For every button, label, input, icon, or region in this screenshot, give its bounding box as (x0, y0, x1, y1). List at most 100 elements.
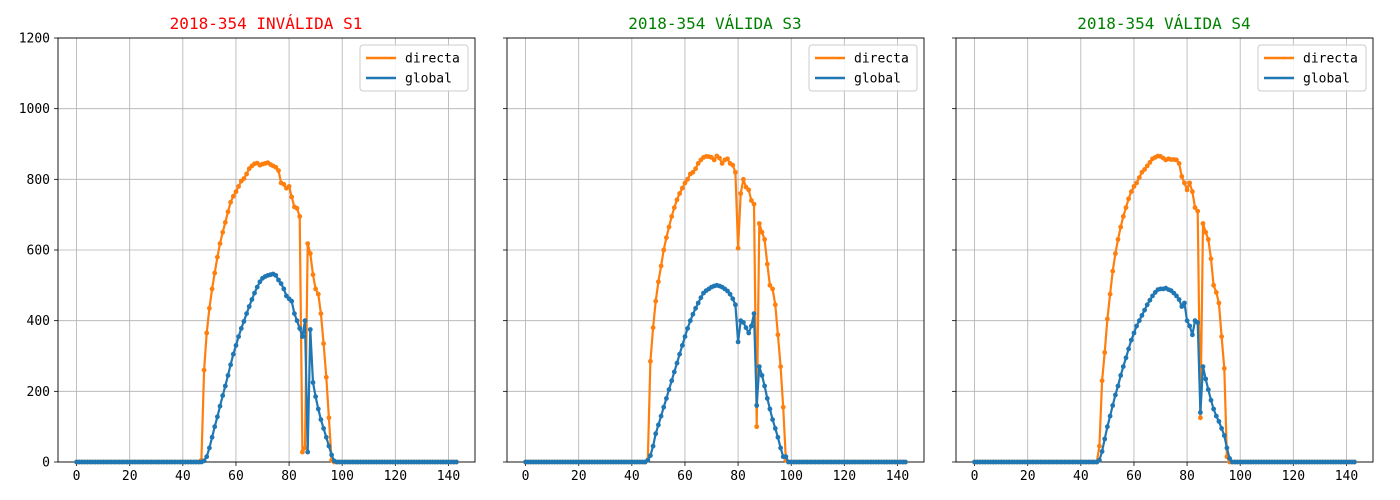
data-point-directa (1190, 189, 1195, 195)
data-point-directa (679, 185, 685, 191)
data-point-directa (756, 221, 762, 226)
data-point-global (775, 434, 781, 440)
data-point-global (687, 318, 693, 324)
data-point-global (292, 311, 297, 316)
data-point-global (297, 326, 303, 331)
x-tick-label: 120 (384, 469, 407, 484)
data-point-directa (653, 298, 659, 304)
data-point-global (1176, 297, 1182, 302)
data-point-global (1110, 403, 1116, 408)
data-point-directa (241, 176, 247, 182)
data-point-global (749, 323, 754, 329)
data-point-global (664, 396, 669, 401)
x-tick-label: 20 (1020, 469, 1036, 484)
data-point-global (225, 373, 231, 378)
data-point-directa (323, 374, 329, 380)
data-point-global (666, 387, 672, 392)
data-point-global (1131, 330, 1137, 336)
data-point-global (1203, 376, 1209, 382)
data-point-directa (764, 261, 770, 267)
subplot-s4: 2018-354 VÁLIDA S4 0 20 40 60 80 100 120 140 dir… (952, 14, 1374, 484)
x-tick-label: 0 (73, 469, 81, 484)
data-point-directa (289, 194, 295, 200)
y-tick-label: 1000 (19, 102, 50, 117)
data-point-global (648, 453, 653, 458)
data-point-directa (1126, 196, 1131, 202)
data-point-directa (1128, 189, 1134, 195)
data-point-global (770, 417, 775, 422)
x-tick-label: 100 (1228, 469, 1251, 484)
x-tick-label: 100 (330, 469, 353, 484)
data-point-global (252, 290, 257, 296)
legend-label-global: global (854, 72, 901, 87)
data-point-directa (1216, 300, 1222, 306)
data-point-directa (1113, 251, 1118, 256)
subplot-s3: 2018-354 VÁLIDA S3 0 20 40 60 80 100 120 140 dir… (503, 14, 925, 484)
data-point-global (656, 422, 661, 428)
data-point-directa (1134, 180, 1139, 186)
data-point-directa (215, 254, 220, 260)
data-point-directa (1176, 161, 1182, 166)
data-point-directa (313, 286, 318, 292)
data-point-directa (656, 279, 661, 285)
data-point-directa (1211, 282, 1216, 288)
data-point-global (204, 454, 210, 460)
data-point-directa (201, 367, 207, 373)
x-tick-label: 100 (779, 469, 802, 484)
data-point-directa (321, 341, 326, 346)
data-point-global (756, 364, 762, 369)
data-point-directa (682, 180, 688, 186)
data-point-directa (725, 156, 730, 162)
data-point-global (1224, 445, 1230, 451)
data-point-directa (307, 251, 313, 256)
data-point-global (281, 286, 287, 292)
data-point-directa (1105, 316, 1110, 322)
series-line-directa (76, 161, 457, 464)
data-point-global (241, 319, 247, 324)
data-point-global (1213, 413, 1219, 419)
legend-box (359, 44, 469, 92)
x-tick-label: 20 (122, 469, 138, 484)
data-point-global (212, 424, 218, 430)
data-point-global (1198, 410, 1203, 415)
data-point-global (1208, 397, 1214, 403)
legend-label-global: global (1303, 72, 1350, 87)
axes-frame (57, 37, 476, 463)
data-point-global (645, 457, 651, 463)
data-point-directa (1192, 205, 1198, 211)
data-point-global (767, 406, 773, 412)
data-point-global (1227, 456, 1232, 461)
data-point-directa (1099, 378, 1105, 384)
data-point-directa (1110, 268, 1116, 274)
data-point-directa (1203, 229, 1209, 235)
data-point-global (746, 330, 752, 336)
data-point-directa (759, 229, 765, 235)
x-tick-label: 60 (677, 469, 693, 484)
data-point-global (727, 291, 733, 297)
data-point-global (305, 449, 311, 455)
legend-label-global: global (405, 72, 452, 87)
data-point-global (246, 304, 252, 309)
subplot-title: 2018-354 VÁLIDA S3 (628, 14, 801, 33)
data-point-global (323, 434, 329, 440)
y-tick-label: 0 (42, 456, 50, 471)
data-point-global (650, 443, 656, 449)
data-point-directa (1208, 256, 1214, 262)
data-point-directa (1174, 157, 1179, 163)
data-point-directa (1120, 214, 1126, 219)
data-point-directa (695, 161, 701, 166)
data-point-global (273, 273, 279, 278)
data-point-global (1211, 406, 1216, 412)
data-point-directa (1118, 224, 1124, 230)
data-point-directa (671, 205, 677, 211)
legend-label-directa: directa (854, 52, 909, 67)
data-point-directa (719, 161, 725, 166)
y-tick-label: 200 (27, 385, 50, 400)
data-point-directa (711, 157, 717, 163)
data-point-global (1150, 293, 1155, 299)
data-point-directa (674, 197, 680, 203)
data-point-directa (1097, 443, 1102, 449)
data-point-global (661, 404, 667, 410)
data-point-global (658, 413, 664, 419)
data-point-directa (1213, 290, 1219, 295)
